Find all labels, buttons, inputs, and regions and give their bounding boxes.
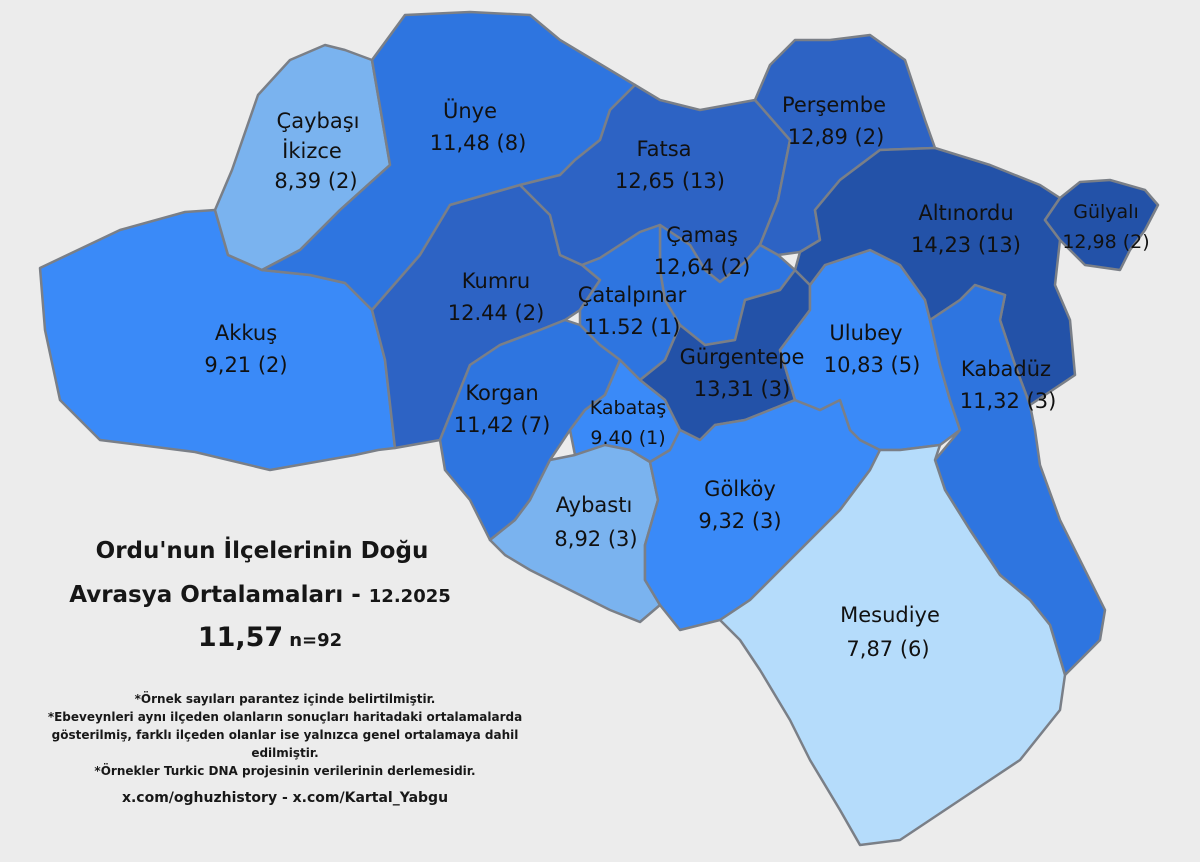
label-unye-name: Ünye [443, 98, 497, 123]
label-catalpinar-value: 11.52 (1) [584, 315, 681, 339]
footnotes: *Örnek sayıları parantez içinde belirtil… [20, 690, 550, 780]
footnote-3: gösterilmiş, farklı ilçeden olanlar ise … [51, 728, 519, 760]
footnote-2: *Ebeveynleri aynı ilçeden olanların sonu… [47, 710, 523, 724]
label-gulyali-value: 12,98 (2) [1062, 231, 1149, 253]
label-korgan-value: 11,42 (7) [454, 413, 551, 437]
label-aybasti-name: Aybastı [556, 493, 633, 517]
map-title-line-1: Ordu'nun İlçelerinin Doğu [95, 538, 429, 564]
footnote-4: *Örnekler Turkic DNA projesinin verileri… [94, 764, 476, 778]
label-mesudiye-name: Mesudiye [840, 603, 940, 627]
label-korgan-name: Korgan [465, 381, 538, 405]
district-gulyali[interactable] [1043, 178, 1160, 272]
overall-average: 11,57 n=92 [120, 622, 420, 653]
sample-size: n=92 [289, 630, 343, 651]
label-gurgentepe-name: Gürgentepe [680, 345, 805, 369]
label-kabaduz-name: Kabadüz [961, 357, 1051, 381]
label-aybasti-value: 8,92 (3) [554, 527, 637, 551]
label-golkoy-name: Gölköy [704, 477, 776, 501]
label-caybasi-name-1: Çaybaşı [277, 109, 360, 133]
label-caybasi-name-2: İkizce [282, 138, 342, 163]
label-kabaduz-value: 11,32 (3) [960, 389, 1057, 413]
label-golkoy-value: 9,32 (3) [698, 509, 781, 533]
label-kumru-name: Kumru [462, 269, 530, 293]
label-kabatas-value: 9.40 (1) [590, 427, 665, 449]
label-camas-value: 12,64 (2) [654, 255, 751, 279]
label-persembe-value: 12,89 (2) [788, 125, 885, 149]
district-mesudiye[interactable] [718, 443, 1067, 847]
credit-links: x.com/oghuzhistory - x.com/Kartal_Yabgu [121, 790, 449, 806]
label-fatsa-name: Fatsa [636, 137, 691, 161]
label-ulubey-name: Ulubey [829, 321, 902, 345]
label-persembe-name: Perşembe [782, 93, 886, 117]
map-title-text: Avrasya Ortalamaları - [69, 582, 361, 608]
label-gulyali-name: Gülyalı [1073, 201, 1139, 223]
label-camas-name: Çamaş [666, 223, 738, 247]
label-mesudiye-value: 7,87 (6) [846, 637, 929, 661]
label-fatsa-value: 12,65 (13) [615, 169, 725, 193]
label-akkus-name: Akkuş [215, 321, 277, 345]
district-labels: Çaybaşı İkizce 8,39 (2) Ünye 11,48 (8) F… [204, 93, 1149, 661]
label-caybasi-value: 8,39 (2) [274, 169, 357, 193]
label-kabatas-name: Kabataş [590, 397, 666, 419]
label-catalpinar-name: Çatalpınar [578, 283, 687, 307]
footnote-1: *Örnek sayıları parantez içinde belirtil… [134, 692, 436, 706]
label-altinordu-name: Altınordu [918, 201, 1013, 225]
label-unye-value: 11,48 (8) [430, 131, 527, 155]
map-title-line-2: Avrasya Ortalamaları - 12.2025 [30, 582, 490, 608]
label-altinordu-value: 14,23 (13) [911, 233, 1021, 257]
label-ulubey-value: 10,83 (5) [824, 353, 921, 377]
label-gurgentepe-value: 13,31 (3) [694, 377, 791, 401]
label-akkus-value: 9,21 (2) [204, 353, 287, 377]
map-date: 12.2025 [368, 586, 451, 607]
label-kumru-value: 12.44 (2) [448, 301, 545, 325]
overall-average-value: 11,57 [197, 622, 284, 653]
